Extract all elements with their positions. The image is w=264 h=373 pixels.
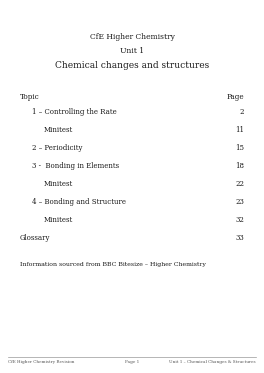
Text: Unit 1 – Chemical Changes & Structures: Unit 1 – Chemical Changes & Structures [169,360,256,364]
Text: 2 – Periodicity: 2 – Periodicity [32,144,82,152]
Text: 15: 15 [235,144,244,152]
Text: Minitest: Minitest [44,126,73,134]
Text: Topic: Topic [20,93,40,101]
Text: Page: Page [226,93,244,101]
Text: Page 1: Page 1 [125,360,139,364]
Text: 18: 18 [235,162,244,170]
Text: 33: 33 [235,234,244,242]
Text: 1 – Controlling the Rate: 1 – Controlling the Rate [32,108,117,116]
Text: 11: 11 [235,126,244,134]
Text: 3 -  Bonding in Elements: 3 - Bonding in Elements [32,162,119,170]
Text: Minitest: Minitest [44,216,73,224]
Text: 32: 32 [235,216,244,224]
Text: Chemical changes and structures: Chemical changes and structures [55,61,209,70]
Text: 4 – Bonding and Structure: 4 – Bonding and Structure [32,198,126,206]
Text: Unit 1: Unit 1 [120,47,144,55]
Text: Information sourced from BBC Bitesize – Higher Chemistry: Information sourced from BBC Bitesize – … [20,262,206,267]
Text: Minitest: Minitest [44,180,73,188]
Text: 2: 2 [239,108,244,116]
Text: Glossary: Glossary [20,234,50,242]
Text: 22: 22 [235,180,244,188]
Text: CfE Higher Chemistry: CfE Higher Chemistry [89,33,175,41]
Text: CfE Higher Chemistry Revision: CfE Higher Chemistry Revision [8,360,74,364]
Text: 23: 23 [235,198,244,206]
